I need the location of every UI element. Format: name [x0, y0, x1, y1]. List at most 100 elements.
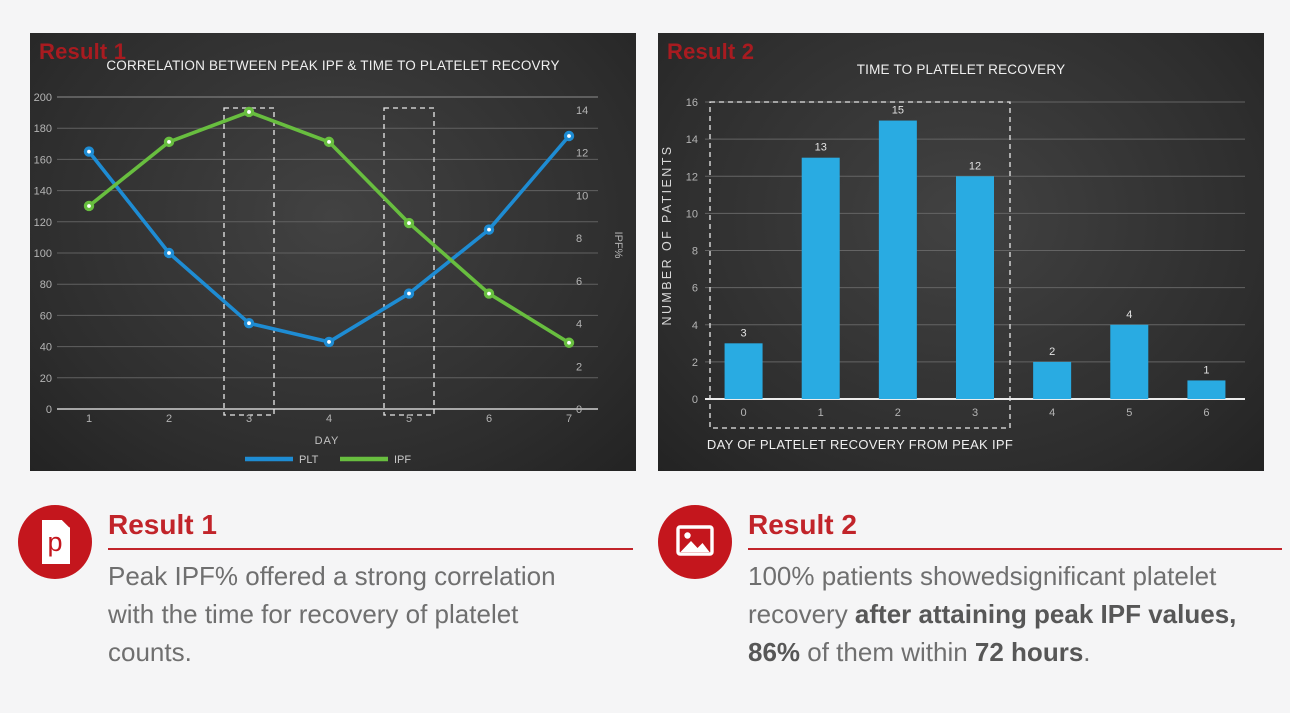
y-axis-tick-label: 4	[692, 320, 698, 332]
right-axis-tick-label: 12	[576, 148, 588, 160]
left-axis-tick-label: 40	[40, 342, 52, 354]
bar-3	[956, 176, 994, 399]
x-axis-title: DAY OF PLATELET RECOVERY FROM PEAK IPF	[707, 437, 1013, 452]
x-axis-tick-label: 1	[86, 413, 92, 425]
bar-2	[878, 120, 917, 399]
data-point-center	[567, 340, 571, 345]
left-axis-tick-label: 160	[34, 154, 52, 166]
bar-chart: 0 2 4 6 8 10 12 14 16 NUMBER OF PATIENTS 3 0 1 3 1 15 2 1…	[660, 97, 1245, 452]
x-axis-title: DAY	[315, 435, 340, 447]
left-axis-tick-label: 120	[34, 217, 52, 229]
result2-heading: Result 2	[748, 509, 857, 540]
y-axis-tick-label: 12	[686, 171, 698, 183]
left-axis-tick-label: 100	[34, 248, 52, 260]
data-point-center	[247, 110, 251, 114]
x-axis-tick-label: 6	[486, 413, 492, 425]
document-icon: p	[18, 505, 92, 579]
data-point-center	[247, 321, 251, 326]
y-axis-tick-label: 10	[686, 208, 698, 220]
right-axis-tick-label: 10	[576, 190, 588, 202]
x-axis-tick-label: 0	[741, 407, 747, 419]
y-axis-tick-label: 8	[692, 246, 698, 258]
left-axis-tick-label: 0	[46, 404, 52, 416]
series-line-plt	[87, 134, 571, 344]
body-line: 86% of them within 72 hours.	[748, 637, 1091, 667]
bar-5	[1110, 324, 1149, 399]
data-point-center	[327, 139, 331, 144]
result2-body: 100% patients showedsignificant platelet…	[748, 557, 1282, 671]
line-chart-title: CORRELATION BETWEEN PEAK IPF & TIME TO P…	[106, 58, 560, 73]
result1-heading: Result 1	[108, 509, 217, 540]
data-point-center	[407, 221, 411, 225]
left-axis-tick-label: 140	[34, 186, 52, 198]
highlight-box-day-5	[383, 107, 435, 416]
highlight-box-day-3	[223, 107, 275, 416]
y-axis-tick-label: 16	[686, 97, 698, 109]
bar-0	[724, 343, 763, 399]
result2-chart-panel: Result 2 TIME TO PLATELET RECOVERY 0 2 4 6 8…	[658, 33, 1264, 471]
data-point-center	[167, 139, 171, 144]
image-icon	[658, 505, 732, 579]
line-chart: 02040608010012014016018020002468101214IP…	[34, 92, 624, 466]
data-point-center	[167, 251, 171, 255]
right-axis-tick-label: 6	[576, 276, 582, 288]
left-axis-tick-label: 200	[34, 92, 52, 104]
y-axis-tick-label: 0	[692, 394, 698, 406]
bar-6	[1187, 380, 1226, 399]
bar-4	[1033, 361, 1072, 399]
data-point-center	[327, 340, 331, 344]
body-line: 100% patients showedsignificant platelet	[748, 561, 1217, 591]
left-axis-tick-label: 60	[40, 310, 52, 322]
bar-value-label: 1	[1203, 364, 1209, 376]
y-axis-tick-label: 14	[686, 134, 698, 146]
data-point-center	[487, 291, 491, 296]
x-axis-tick-label: 3	[246, 413, 252, 425]
highlight-box	[709, 101, 1011, 429]
right-axis-title: IPF%	[612, 232, 624, 259]
body-line: with the time for recovery of platelet	[108, 599, 519, 629]
result1-chart-panel: Result 1 CORRELATION BETWEEN PEAK IPF & …	[30, 33, 636, 471]
y-axis-title: NUMBER OF PATIENTS	[660, 145, 674, 326]
result1-body: Peak IPF% offered a strong correlation wi…	[108, 557, 633, 671]
bar-value-label: 12	[969, 160, 981, 172]
y-axis-tick-label: 6	[692, 283, 698, 295]
panel2-corner-label: Result 2	[667, 39, 755, 64]
right-axis-tick-label: 2	[576, 361, 582, 373]
legend-label-plt: PLT	[299, 454, 319, 466]
y-axis-tick-label: 2	[692, 357, 698, 369]
bar-value-label: 4	[1126, 309, 1132, 321]
x-axis-tick-label: 1	[818, 407, 824, 419]
body-line: counts.	[108, 637, 192, 667]
right-axis-tick-label: 14	[576, 105, 588, 117]
data-point-center	[87, 204, 91, 208]
x-axis-tick-label: 4	[326, 413, 332, 425]
x-axis-tick-label: 5	[406, 413, 412, 425]
x-axis-tick-label: 6	[1203, 407, 1209, 419]
data-point-center	[487, 227, 491, 232]
left-axis-tick-label: 180	[34, 123, 52, 135]
body-line: Peak IPF% offered a strong correlation	[108, 561, 556, 591]
bar-chart-title: TIME TO PLATELET RECOVERY	[856, 62, 1066, 77]
data-point-center	[87, 149, 91, 154]
x-axis-tick-label: 2	[166, 413, 172, 425]
right-axis-tick-label: 0	[576, 404, 582, 416]
left-axis-tick-label: 20	[40, 373, 52, 385]
body-line: recovery after attaining peak IPF values…	[748, 599, 1237, 629]
bar-value-label: 2	[1049, 346, 1055, 358]
bar-value-label: 3	[741, 327, 747, 339]
result2-heading-rule	[748, 548, 1282, 550]
left-axis-tick-label: 80	[40, 279, 52, 291]
x-axis-tick-label: 4	[1049, 407, 1055, 419]
right-axis-tick-label: 8	[576, 233, 582, 245]
x-axis-tick-label: 7	[566, 413, 572, 425]
right-axis-tick-label: 4	[576, 319, 582, 331]
data-point-center	[407, 291, 411, 296]
svg-text:p: p	[47, 527, 62, 557]
bar-value-label: 15	[892, 105, 904, 117]
bar-1	[801, 157, 840, 399]
x-axis-tick-label: 5	[1126, 407, 1132, 419]
legend-label-ipf: IPF	[394, 454, 411, 466]
x-axis-tick-label: 3	[972, 407, 978, 419]
x-axis-tick-label: 2	[895, 407, 901, 419]
data-point-center	[567, 134, 571, 138]
